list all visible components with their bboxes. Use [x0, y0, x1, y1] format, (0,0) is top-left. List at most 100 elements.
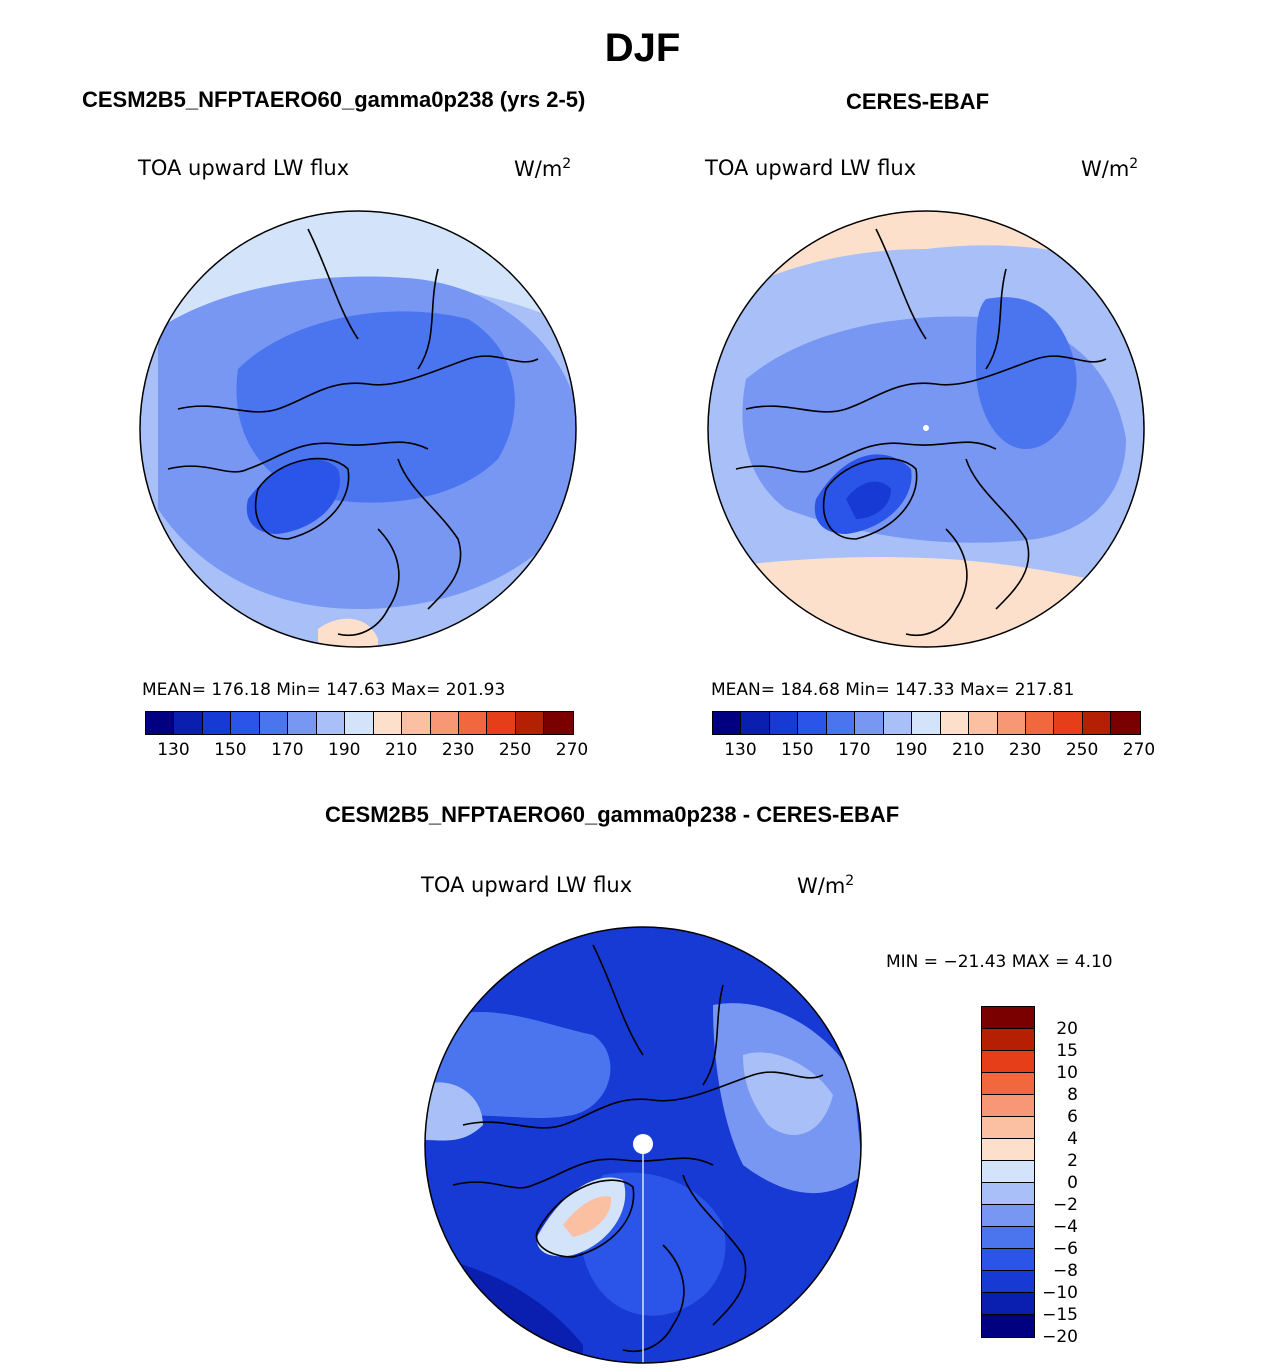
obs-panel-title: CERES-EBAF	[846, 89, 990, 114]
model-units-base: W/m	[514, 157, 563, 181]
model-colorbar-cell	[316, 712, 346, 734]
model-colorbar-tick-label: 270	[555, 740, 589, 760]
obs-units-exponent: 2	[1129, 156, 1139, 172]
model-colorbar-cell	[259, 712, 289, 734]
obs-colorbar-tick-label: 130	[724, 740, 757, 760]
model-colorbar-cell	[231, 712, 260, 734]
diff-colorbar-cell	[982, 1205, 1034, 1227]
model-colorbar-cell	[458, 712, 488, 734]
model-colorbar-cell	[487, 712, 516, 734]
diff-colorbar-cell	[982, 1073, 1034, 1095]
diff-units-label: W/m2	[797, 873, 854, 898]
model-colorbar-cell	[174, 712, 203, 734]
obs-colorbar-cell	[940, 712, 970, 734]
diff-polar-map	[424, 926, 862, 1364]
diff-greenland-positive	[563, 1196, 612, 1237]
model-units-label: W/m2	[514, 156, 571, 181]
diff-colorbar-tick-label: −2	[1052, 1195, 1078, 1215]
diff-colorbar-cell	[982, 1095, 1034, 1117]
diff-colorbar-cell	[982, 1117, 1034, 1139]
obs-colorbar-cell	[826, 712, 856, 734]
obs-flux-field-low	[976, 297, 1077, 449]
diff-colorbar-tick-label: 15	[1056, 1041, 1078, 1061]
diff-map-outline	[424, 926, 862, 1364]
obs-colorbar-cell	[912, 712, 941, 734]
model-colorbar-cell	[402, 712, 431, 734]
model-coastlines	[167, 228, 539, 636]
model-panel-title: CESM2B5_NFPTAERO60_gamma0p238 (yrs 2-5)	[82, 87, 586, 112]
obs-colorbar-cell	[1025, 712, 1055, 734]
diff-units-base: W/m	[797, 874, 846, 898]
diff-colorbar-cell	[982, 1183, 1034, 1205]
diff-colorbar-cell	[982, 1271, 1034, 1293]
diff-colorbar-cell	[982, 1227, 1034, 1249]
model-colorbar-cell	[544, 712, 573, 734]
obs-colorbar-cell	[969, 712, 998, 734]
obs-colorbar-cell	[741, 712, 770, 734]
model-colorbar-cell	[288, 712, 317, 734]
obs-units-label: W/m2	[1081, 156, 1138, 181]
obs-colorbar-tick-label: 270	[1122, 740, 1156, 760]
model-colorbar-tick-label: 250	[498, 740, 532, 760]
obs-colorbar-cell	[798, 712, 827, 734]
obs-colorbar-tick-label: 190	[895, 740, 928, 760]
diff-colorbar-tick-label: −10	[1042, 1283, 1078, 1303]
obs-greenland-core	[846, 481, 891, 519]
obs-colorbar-tick-label: 210	[951, 740, 985, 760]
diff-colorbar-tick-label: 2	[1067, 1151, 1078, 1171]
diff-units-exponent: 2	[845, 873, 855, 889]
diff-colorbar-tick-label: −4	[1052, 1217, 1078, 1237]
model-greenland-minimum	[246, 459, 340, 534]
model-colorbar-tick-label: 130	[157, 740, 190, 760]
diff-colorbar-cell	[982, 1293, 1034, 1315]
model-colorbar-tick-label: 210	[384, 740, 418, 760]
obs-colorbar-tick-label: 150	[781, 740, 814, 760]
obs-units-base: W/m	[1081, 157, 1130, 181]
diff-field-northwest	[425, 1082, 483, 1141]
obs-colorbar-cell	[883, 712, 913, 734]
model-units-exponent: 2	[562, 156, 572, 172]
model-colorbar-tick-label: 190	[328, 740, 361, 760]
obs-pole-marker	[923, 425, 929, 431]
model-stats: MEAN= 176.18 Min= 147.63 Max= 201.93	[142, 680, 506, 700]
obs-colorbar-cell	[713, 712, 742, 734]
diff-variable-label: TOA upward LW flux	[421, 873, 633, 897]
obs-colorbar-cell	[769, 712, 799, 734]
model-warm-spot	[318, 618, 378, 647]
diff-colorbar-tick-label: 0	[1067, 1173, 1078, 1193]
diff-colorbar-tick-label: 4	[1067, 1129, 1078, 1149]
obs-stats: MEAN= 184.68 Min= 147.33 Max= 217.81	[711, 680, 1075, 700]
model-variable-label: TOA upward LW flux	[138, 156, 350, 180]
model-colorbar-cell	[373, 712, 403, 734]
obs-colorbar-tick-label: 250	[1065, 740, 1099, 760]
diff-coastlines	[452, 944, 824, 1352]
model-map-outline	[139, 210, 577, 648]
diff-colorbar-tick-label: 6	[1067, 1107, 1078, 1127]
diff-stats: MIN = −21.43 MAX = 4.10	[886, 952, 1113, 972]
model-colorbar-tick-label: 150	[214, 740, 247, 760]
diff-colorbar-tick-label: −8	[1052, 1261, 1078, 1281]
diff-panel-title: CESM2B5_NFPTAERO60_gamma0p238 - CERES-EB…	[325, 802, 900, 827]
model-colorbar-tick-label: 230	[441, 740, 475, 760]
diff-colorbar-cell	[982, 1249, 1034, 1271]
diff-colorbar-cell	[982, 1161, 1034, 1183]
diff-colorbar-cell	[982, 1029, 1034, 1051]
model-colorbar-cell	[202, 712, 232, 734]
model-colorbar-cell	[430, 712, 459, 734]
diff-colorbar-cell	[982, 1051, 1034, 1073]
diff-pole-marker	[633, 1134, 653, 1154]
model-colorbar-cell	[515, 712, 545, 734]
model-flux-field-low	[236, 311, 515, 503]
obs-polar-map	[707, 210, 1145, 648]
model-colorbar-cell	[146, 712, 175, 734]
diff-colorbar-cell	[982, 1007, 1034, 1029]
model-colorbar-tick-label: 170	[271, 740, 304, 760]
diff-colorbar-tick-label: −20	[1042, 1327, 1078, 1347]
obs-variable-label: TOA upward LW flux	[705, 156, 917, 180]
diff-colorbar-tick-label: −6	[1052, 1239, 1078, 1259]
model-colorbar	[145, 711, 574, 735]
obs-colorbar-cell	[1111, 712, 1140, 734]
diff-colorbar	[981, 1006, 1035, 1338]
obs-colorbar-tick-label: 170	[838, 740, 871, 760]
obs-coastlines	[735, 228, 1107, 636]
